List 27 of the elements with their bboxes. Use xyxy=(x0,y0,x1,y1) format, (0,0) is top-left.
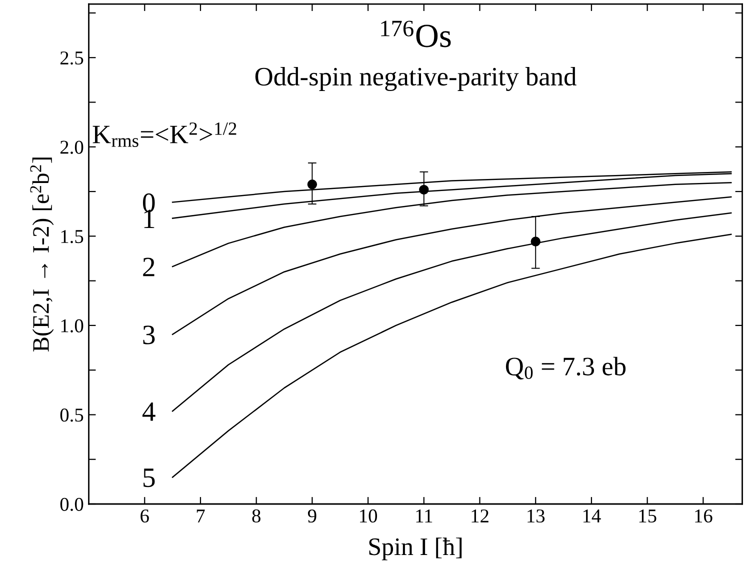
x-tick-label: 13 xyxy=(528,509,545,523)
text: Odd-spin negative-parity band xyxy=(255,67,576,92)
x-tick-label: 15 xyxy=(639,510,656,523)
series-label: 2 xyxy=(143,258,154,276)
x-tick-label: 8 xyxy=(252,509,260,523)
x-tick-label: 14 xyxy=(583,510,601,522)
y-tick-label: 0.5 xyxy=(60,408,84,422)
y-tick-label: 0.0 xyxy=(60,498,84,512)
y-tick-label: 1.5 xyxy=(61,230,84,244)
y-tick-label: 2.5 xyxy=(60,51,84,65)
series-label: 3 xyxy=(143,326,155,344)
x-tick-label: 10 xyxy=(360,509,378,523)
x-tick-label: 12 xyxy=(472,509,488,522)
series-label: 5 xyxy=(144,468,155,488)
x-tick-label: 9 xyxy=(308,509,316,523)
y-axis-title: B(E2,I → I-2) [e$^{2}$b$^{2}$] xyxy=(30,158,54,352)
legend-title: K$_{rms}$=<K$^{2}$>$^{1/2}$ xyxy=(92,122,236,147)
x-tick-label: 11 xyxy=(416,510,432,522)
x-tick-label: 7 xyxy=(196,510,205,522)
annotation: Q$_{0}$ = 7.3 eb xyxy=(506,356,626,380)
y-tick-label: 2.0 xyxy=(60,140,84,154)
y-tick-label: 1.0 xyxy=(61,319,84,332)
x-axis-title: Spin I [ħ] xyxy=(369,538,462,560)
chart-title: $^{176}$Os xyxy=(381,20,451,48)
series-label: 4 xyxy=(142,402,156,421)
x-tick-label: 6 xyxy=(140,509,149,523)
x-tick-label: 16 xyxy=(695,509,712,523)
